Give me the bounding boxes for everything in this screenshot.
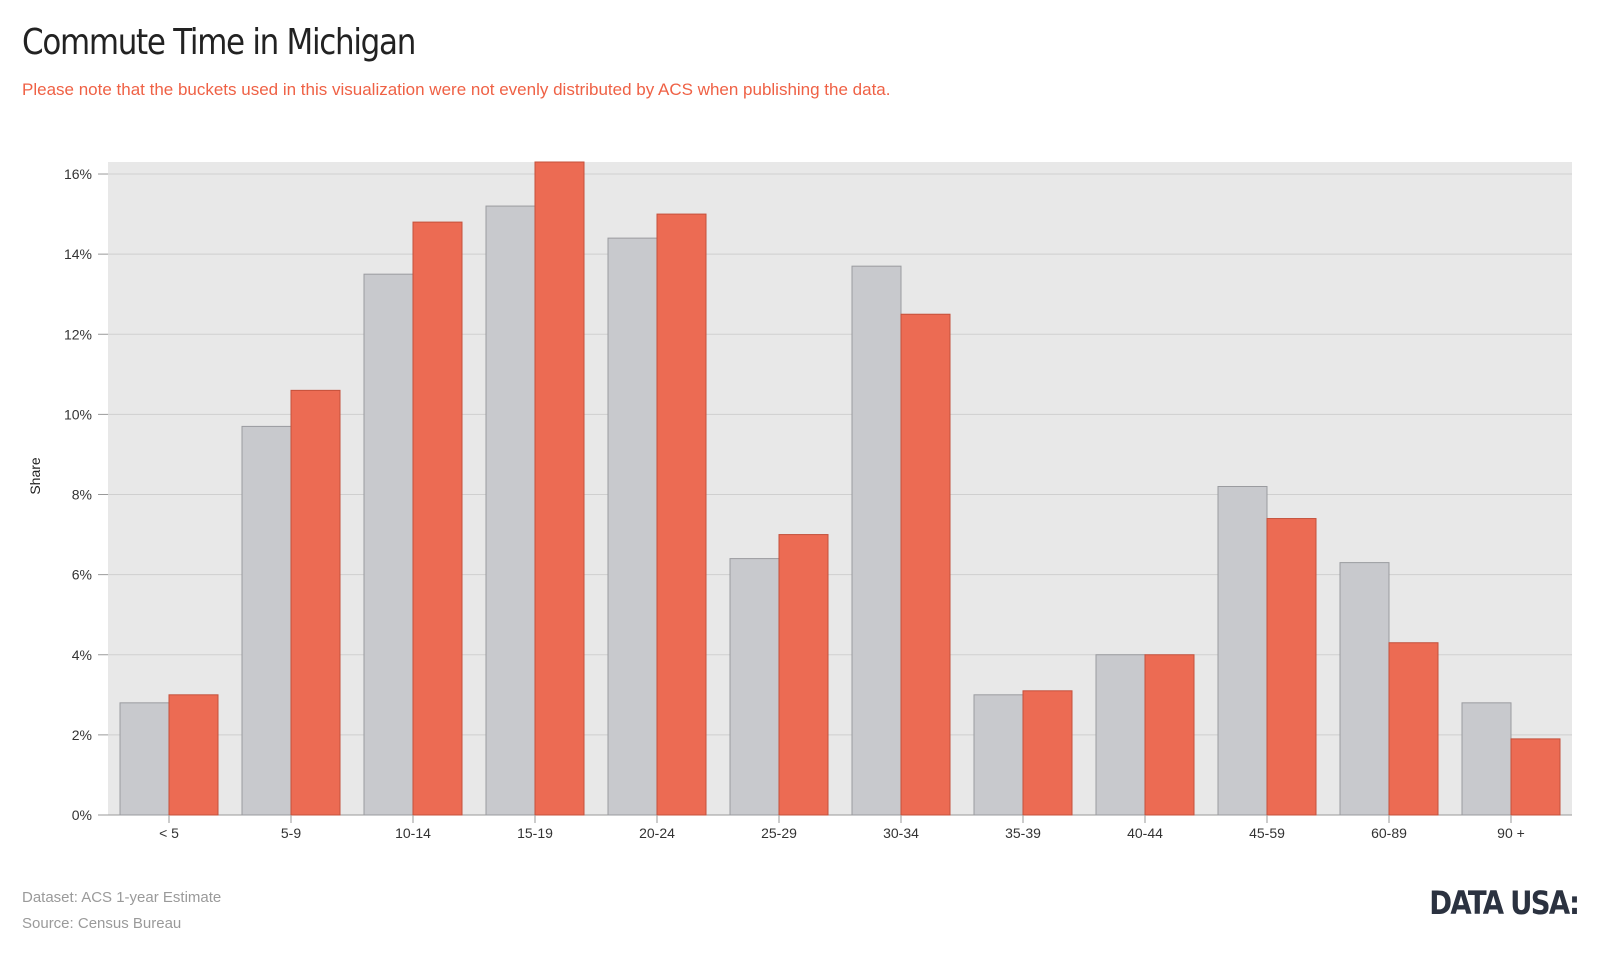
bar-red: [900, 313, 951, 816]
bar-gray: [485, 205, 536, 816]
bar-gray: [1461, 702, 1512, 816]
bar-gray: [607, 237, 658, 816]
x-tick-label: 45-59: [1249, 825, 1285, 841]
bar-gray: [1339, 562, 1390, 816]
x-tick-label: 5-9: [281, 825, 301, 841]
bar-red: [656, 213, 707, 816]
datausa-logo[interactable]: DATA USA:: [1428, 884, 1580, 922]
x-tick-label: < 5: [159, 825, 179, 841]
bar-gray: [973, 694, 1024, 816]
x-axis-ticks: < 5 5-9 10-14 15-19 20-24 25-29 30-34 35-39 40-4…: [159, 815, 1525, 841]
y-axis-ticks: 0% 2% 4% 6% 8% 10% 12% 14% 16%: [64, 166, 108, 823]
y-tick-label: 4%: [72, 647, 92, 663]
x-tick-label: 25-29: [761, 825, 797, 841]
source-note: Source: Census Bureau: [22, 915, 182, 932]
x-tick-label: 10-14: [395, 825, 431, 841]
bar-red: [412, 221, 463, 816]
bar-red: [778, 534, 829, 816]
bar-red: [1144, 654, 1195, 816]
bar-gray: [241, 425, 292, 816]
bar-red: [168, 694, 219, 816]
y-tick-label: 2%: [72, 727, 92, 743]
footer: Dataset: ACS 1-year Estimate Source: Cen…: [22, 885, 221, 937]
plot-background: [108, 162, 1572, 815]
y-tick-label: 14%: [64, 246, 92, 262]
y-axis-label: Share: [27, 457, 43, 495]
y-tick-label: 6%: [72, 567, 92, 583]
x-tick-label: 40-44: [1127, 825, 1163, 841]
x-tick-label: 15-19: [517, 825, 553, 841]
bar-gray: [1217, 485, 1268, 816]
bar-gray: [729, 558, 780, 816]
x-tick-label: 20-24: [639, 825, 675, 841]
x-tick-label: 35-39: [1005, 825, 1041, 841]
gridlines: [108, 173, 1572, 816]
y-tick-label: 16%: [64, 166, 92, 182]
bar-gray: [363, 273, 414, 816]
y-tick-label: 0%: [72, 807, 92, 823]
dataset-note: Dataset: ACS 1-year Estimate: [22, 889, 222, 906]
bar-red: [1022, 690, 1073, 816]
chart-subtitle: Please note that the buckets used in thi…: [22, 80, 891, 99]
chart-title: Commute Time in Michigan: [22, 22, 416, 63]
y-tick-label: 8%: [72, 487, 92, 503]
x-tick-label: 90 +: [1497, 825, 1525, 841]
y-tick-label: 12%: [64, 326, 92, 342]
bar-red: [1266, 518, 1317, 816]
y-tick-label: 10%: [64, 406, 92, 422]
bars: [119, 161, 1561, 816]
x-tick-label: 60-89: [1371, 825, 1407, 841]
bar-red: [1388, 642, 1439, 816]
bar-red: [290, 389, 341, 816]
bar-red: [1510, 738, 1561, 816]
bar-gray: [119, 702, 170, 816]
bar-red: [534, 161, 585, 816]
bar-gray: [1095, 654, 1146, 816]
bar-chart: 0% 2% 4% 6% 8% 10% 12% 14% 16% < 5 5-9 10-14 15-19 2…: [27, 161, 1572, 841]
bar-gray: [851, 265, 902, 816]
x-tick-label: 30-34: [883, 825, 919, 841]
